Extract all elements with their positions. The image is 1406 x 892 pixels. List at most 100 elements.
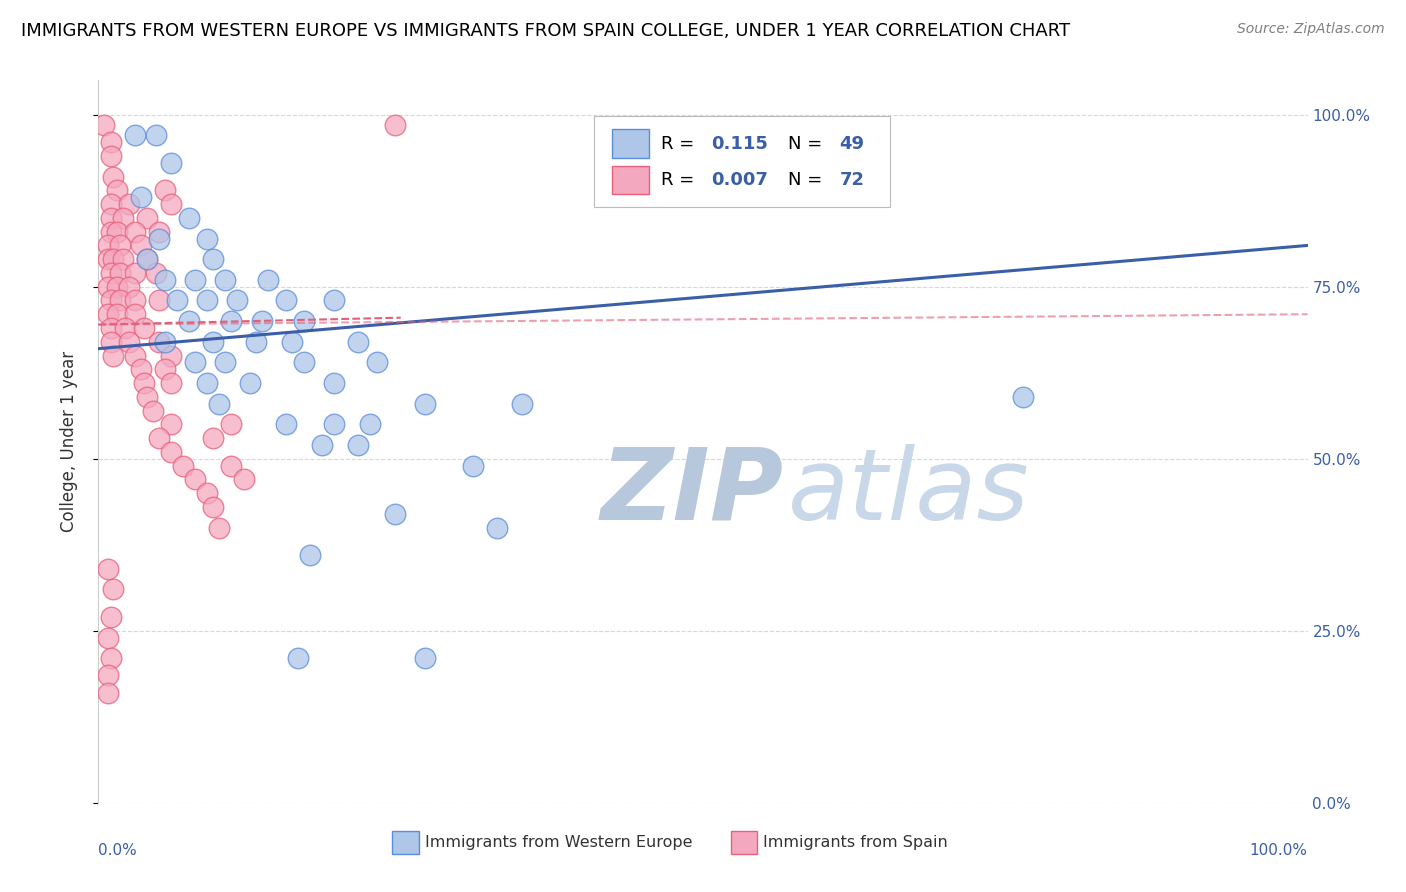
Point	[118, 197, 141, 211]
Point	[245, 334, 267, 349]
Text: 0.0%: 0.0%	[98, 843, 138, 857]
Text: Immigrants from Western Europe: Immigrants from Western Europe	[425, 835, 692, 850]
Bar	[392, 831, 419, 855]
Point	[195, 486, 218, 500]
Point	[108, 266, 131, 280]
Point	[413, 651, 436, 665]
Point	[108, 238, 131, 252]
Point	[184, 355, 207, 369]
Point	[166, 293, 188, 308]
Point	[124, 225, 146, 239]
Point	[347, 438, 370, 452]
Point	[250, 314, 273, 328]
Point	[111, 211, 134, 225]
Point	[100, 334, 122, 349]
Point	[160, 197, 183, 211]
Point	[142, 403, 165, 417]
Point	[366, 355, 388, 369]
Point	[311, 438, 333, 452]
Text: 0.007: 0.007	[711, 171, 768, 189]
Point	[184, 472, 207, 486]
Point	[208, 520, 231, 534]
Point	[256, 273, 278, 287]
Point	[281, 334, 304, 349]
Bar	[613, 129, 648, 158]
Point	[97, 562, 120, 576]
Point	[160, 349, 183, 363]
Point	[124, 349, 146, 363]
Point	[97, 668, 120, 682]
Y-axis label: College, Under 1 year: College, Under 1 year	[59, 351, 77, 533]
Point	[100, 321, 122, 335]
Point	[179, 211, 201, 225]
Point	[97, 631, 120, 645]
Point	[510, 397, 533, 411]
Point	[118, 279, 141, 293]
Point	[221, 314, 243, 328]
Point	[195, 231, 218, 245]
Text: N =: N =	[787, 135, 828, 153]
Point	[97, 252, 120, 267]
Point	[214, 355, 236, 369]
Point	[135, 211, 157, 225]
Point	[105, 225, 128, 239]
Point	[299, 548, 322, 562]
Point	[97, 307, 120, 321]
Point	[100, 225, 122, 239]
Point	[486, 520, 509, 534]
Point	[347, 334, 370, 349]
Text: 49: 49	[839, 135, 865, 153]
Point	[292, 314, 315, 328]
Point	[239, 376, 262, 390]
Point	[160, 156, 183, 170]
Point	[274, 293, 297, 308]
Point	[292, 355, 315, 369]
Point	[105, 307, 128, 321]
Text: N =: N =	[787, 171, 828, 189]
Point	[195, 293, 218, 308]
Point	[134, 321, 156, 335]
Point	[145, 128, 167, 143]
Point	[274, 417, 297, 432]
Point	[93, 118, 115, 132]
Point	[101, 349, 124, 363]
Point	[97, 686, 120, 700]
Point	[100, 149, 122, 163]
Text: atlas: atlas	[787, 443, 1029, 541]
Point	[100, 135, 122, 149]
Point	[97, 279, 120, 293]
Point	[108, 293, 131, 308]
Point	[160, 417, 183, 432]
Text: 0.115: 0.115	[711, 135, 768, 153]
Point	[153, 362, 176, 376]
Point	[221, 417, 243, 432]
Point	[101, 582, 124, 597]
Point	[153, 183, 176, 197]
Point	[111, 252, 134, 267]
Point	[384, 507, 406, 521]
Bar	[731, 831, 758, 855]
Point	[148, 231, 170, 245]
Point	[129, 190, 152, 204]
Point	[160, 445, 183, 459]
Point	[287, 651, 309, 665]
Point	[221, 458, 243, 473]
Point	[105, 183, 128, 197]
Point	[135, 252, 157, 267]
Point	[153, 334, 176, 349]
Point	[100, 197, 122, 211]
Point	[114, 321, 136, 335]
Point	[97, 238, 120, 252]
Point	[232, 472, 254, 486]
Text: Source: ZipAtlas.com: Source: ZipAtlas.com	[1237, 22, 1385, 37]
Point	[129, 238, 152, 252]
Point	[323, 376, 346, 390]
Point	[105, 279, 128, 293]
Point	[172, 458, 194, 473]
Point	[202, 252, 225, 267]
Text: 72: 72	[839, 171, 865, 189]
Point	[184, 273, 207, 287]
Point	[226, 293, 249, 308]
Point	[360, 417, 382, 432]
Point	[124, 128, 146, 143]
